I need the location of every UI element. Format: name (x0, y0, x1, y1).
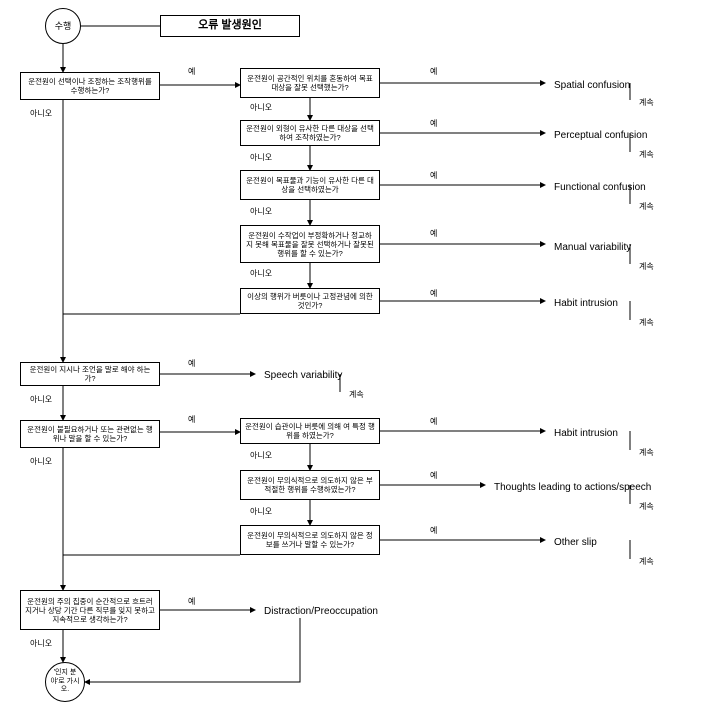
q1d: 운전원이 수작업이 부정확하거나 정교하지 못해 목표물을 잘못 선택하거나 잘… (240, 225, 380, 263)
lbl-y-q2: 예 (188, 358, 195, 369)
cont-1a: 계속 (635, 96, 658, 110)
lbl-n-q3a: 아니오 (250, 450, 272, 461)
start-node: 수행 (45, 8, 81, 44)
q3c: 운전원이 무의식적으로 의도하지 않은 정보를 쓰거나 말할 수 있는가? (240, 525, 380, 555)
lbl-n-q1d: 아니오 (250, 268, 272, 279)
lbl-y-q1: 예 (188, 66, 195, 77)
lbl-y-q3a: 예 (430, 416, 437, 427)
lbl-y-q4: 예 (188, 596, 195, 607)
r1b: Perceptual confusion (550, 128, 651, 144)
title-box: 오류 발생원인 (160, 15, 300, 37)
lbl-n-q1c: 아니오 (250, 206, 272, 217)
cont-3c: 계속 (635, 555, 658, 569)
lbl-y-q1a: 예 (430, 66, 437, 77)
q1: 운전원이 선택이나 조정하는 조작행위를 수행하는가? (20, 72, 160, 100)
lbl-n-q1b: 아니오 (250, 152, 272, 163)
lbl-n-q1a: 아니오 (250, 102, 272, 113)
q1a: 운전원이 공간적인 위치를 혼동하여 목표대상을 잘못 선택했는가? (240, 68, 380, 98)
lbl-y-q1e: 예 (430, 288, 437, 299)
cont-1b: 계속 (635, 148, 658, 162)
r1a: Spatial confusion (550, 78, 634, 94)
q3: 운전원이 불필요하거나 또는 관련없는 행위나 말을 할 수 있는가? (20, 420, 160, 448)
q1c: 운전원이 목표물과 기능이 유사한 다른 대상을 선택하였는가 (240, 170, 380, 200)
r1e: Habit intrusion (550, 296, 622, 312)
q3b: 운전원이 무의식적으로 의도하지 않은 부적절한 행위를 수행하였는가? (240, 470, 380, 500)
q2: 운전원이 지시나 조언을 말로 해야 하는가? (20, 362, 160, 386)
cont-1e: 계속 (635, 316, 658, 330)
r3a: Habit intrusion (550, 426, 622, 442)
lbl-n-q3b: 아니오 (250, 506, 272, 517)
q1b: 운전원이 외형이 유사한 다른 대상을 선택하여 조작하였는가? (240, 120, 380, 146)
q3a: 운전원이 습관이나 버릇에 의해 여 특정 행위를 하였는가? (240, 418, 380, 444)
lbl-y-q1c: 예 (430, 170, 437, 181)
lbl-y-q3b: 예 (430, 470, 437, 481)
cont-2: 계속 (345, 388, 368, 402)
q1e: 이상의 행위가 버릇이나 고정관념에 의한 것인가? (240, 288, 380, 314)
r2: Speech variability (260, 368, 346, 384)
lbl-n-q2: 아니오 (30, 394, 52, 405)
end-node: '인지 분야'로 가시오. (45, 662, 85, 702)
r1c: Functional confusion (550, 180, 650, 196)
lbl-n-q4: 아니오 (30, 638, 52, 649)
lbl-y-q1b: 예 (430, 118, 437, 129)
lbl-y-q3: 예 (188, 414, 195, 425)
lbl-n-q1: 아니오 (30, 108, 52, 119)
r4: Distraction/Preoccupation (260, 604, 382, 620)
cont-1d: 계속 (635, 260, 658, 274)
lbl-n-q3: 아니오 (30, 456, 52, 467)
cont-3a: 계속 (635, 446, 658, 460)
r1d: Manual variability (550, 240, 635, 256)
r3c: Other slip (550, 535, 601, 551)
lbl-y-q1d: 예 (430, 228, 437, 239)
lbl-y-q3c: 예 (430, 525, 437, 536)
cont-1c: 계속 (635, 200, 658, 214)
q4: 운전원의 주의 집중이 순간적으로 흐트러지거나 상당 기간 다른 직무를 잊지… (20, 590, 160, 630)
r3b: Thoughts leading to actions/speech (490, 480, 655, 496)
cont-3b: 계속 (635, 500, 658, 514)
